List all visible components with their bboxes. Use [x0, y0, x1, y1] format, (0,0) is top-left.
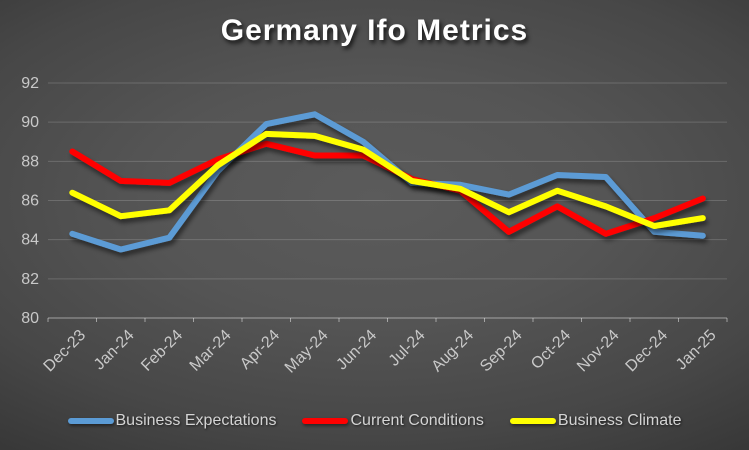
y-axis-label-92: 92 [21, 75, 39, 92]
x-axis-label-dec-24: Dec-24 [623, 327, 672, 376]
y-axis-label-80: 80 [21, 310, 39, 327]
x-axis-label-may-24: May-24 [282, 327, 332, 377]
x-axis-label-jan-24: Jan-24 [91, 327, 138, 374]
series-line-current-conditions [69, 140, 706, 237]
legend-label: Business Expectations [115, 412, 277, 429]
series-line-business-climate [69, 130, 706, 229]
legend-swatch-blue-line-icon [67, 418, 114, 424]
y-axis-label-84: 84 [21, 232, 39, 249]
legend-swatch-yellow-line-icon [509, 418, 556, 424]
x-axis-label-feb-24: Feb-24 [138, 327, 186, 375]
chart-legend: Business Expectations Current Conditions… [0, 412, 749, 430]
y-axis-label-88: 88 [21, 153, 39, 170]
legend-item-current-conditions: Current Conditions [302, 412, 484, 430]
y-axis-label-82: 82 [21, 271, 39, 288]
x-axis-label-apr-24: Apr-24 [237, 327, 283, 373]
legend-item-business-climate: Business Climate [509, 412, 682, 430]
x-axis-label-mar-24: Mar-24 [187, 327, 235, 375]
x-axis-label-aug-24: Aug-24 [429, 327, 478, 376]
x-axis-label-nov-24: Nov-24 [574, 327, 623, 376]
legend-label: Current Conditions [350, 412, 484, 429]
legend-label: Business Climate [557, 412, 682, 429]
legend-item-business-expectations: Business Expectations [67, 412, 277, 430]
legend-swatch-red-line-icon [302, 418, 349, 424]
x-axis-label-jul-24: Jul-24 [386, 327, 429, 370]
x-axis-label-dec-23: Dec-23 [41, 327, 90, 376]
x-axis-label-oct-24: Oct-24 [528, 327, 574, 373]
x-axis-label-jan-25: Jan-25 [673, 327, 720, 374]
y-axis-label-86: 86 [21, 193, 39, 210]
x-axis-label-jun-24: Jun-24 [333, 327, 380, 374]
y-axis-label-90: 90 [21, 114, 39, 131]
chart-title: Germany Ifo Metrics [220, 14, 529, 47]
x-axis-label-sep-24: Sep-24 [477, 327, 526, 376]
